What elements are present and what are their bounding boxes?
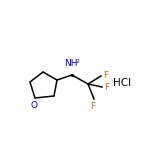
Text: F: F	[90, 102, 96, 111]
Text: 2: 2	[76, 59, 79, 64]
Text: F: F	[104, 83, 109, 92]
Text: O: O	[31, 100, 38, 109]
Text: HCl: HCl	[113, 78, 131, 88]
Text: NH: NH	[64, 59, 78, 67]
Text: F: F	[103, 71, 108, 81]
